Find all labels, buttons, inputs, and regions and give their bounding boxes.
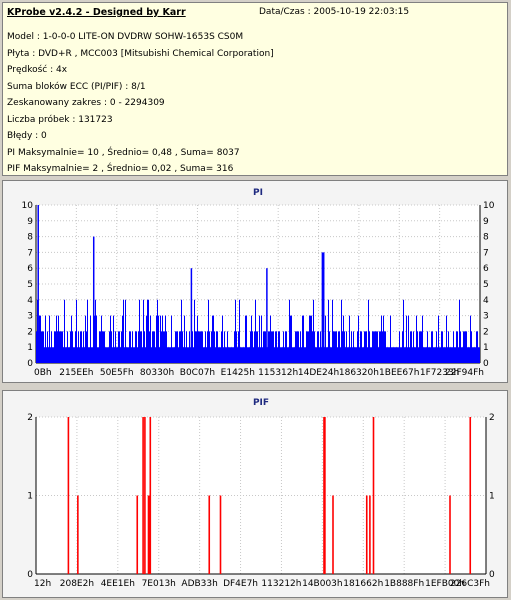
x-tick-label: 1EFB00h [425, 579, 465, 589]
pif-chart-panel: PIF 0 0 1 1 2 2 12h 208E2h 4EE1Eh 7E013h ADB33h DF4E… [2, 390, 508, 598]
x-tick-label: DF4E7h [223, 579, 258, 589]
x-tick-label: 181662h [343, 579, 383, 589]
y-tick-label-left: 7 [27, 248, 33, 258]
x-tick-label: 115312h [258, 368, 298, 378]
y-tick-label-right: 5 [483, 280, 489, 290]
x-tick-label: 50E5Fh [100, 368, 134, 378]
disc-type: Płyta : DVD+R , MCC003 [Mitsubishi Chemi… [7, 48, 274, 59]
pif-series [67, 417, 472, 574]
y-tick-label-right: 6 [483, 264, 489, 274]
scanned-range: Zeskanowany zakres : 0 - 2294309 [7, 98, 165, 108]
x-tick-label: 0Bh [34, 368, 52, 378]
pi-summary: PI Maksymalnie= 10 , Średnio= 0,48 , Sum… [7, 147, 240, 158]
x-tick-label: 226C3Fh [450, 579, 490, 589]
y-tick-label-right: 4 [483, 296, 489, 306]
y-tick-label-right: 2 [489, 413, 495, 423]
y-tick-label-right: 7 [483, 248, 489, 258]
y-tick-label-right: 1 [483, 343, 489, 353]
scan-datetime: Data/Czas : 2005-10-19 22:03:15 [259, 7, 410, 17]
drive-model: Model : 1-0-0-0 LITE-ON DVDRW SOHW-1653S… [7, 32, 244, 42]
pi-chart-panel: PI 0 0 1 1 2 2 3 3 4 4 5 5 6 6 7 7 8 8 9 9 10 10 0Bh 215EEh 50E5F… [2, 180, 508, 383]
y-tick-label-left: 9 [27, 217, 33, 227]
chart-title: PI [253, 188, 263, 198]
x-tick-label: 12h [34, 579, 51, 589]
y-tick-label-left: 10 [22, 201, 34, 211]
x-tick-label: 1BEE67h [379, 368, 419, 378]
y-tick-label-left: 0 [27, 570, 33, 580]
info-header: KProbe v2.4.2 - Designed by Karr Data/Cz… [7, 7, 501, 23]
y-tick-label-right: 2 [483, 327, 489, 337]
y-tick-label-left: 3 [27, 312, 33, 322]
x-tick-label: 14DE24h [298, 368, 339, 378]
y-tick-label-right: 1 [489, 492, 495, 502]
y-tick-label-right: 9 [483, 217, 489, 227]
x-tick-label: 7E013h [142, 579, 176, 589]
y-tick-label-left: 1 [27, 492, 33, 502]
y-tick-label-right: 10 [483, 201, 495, 211]
y-tick-label-left: 2 [27, 413, 33, 423]
chart-title: PIF [253, 398, 269, 408]
x-tick-label: 113212h [261, 579, 301, 589]
pif-summary: PIF Maksymalnie= 2 , Średnio= 0,02 , Sum… [7, 164, 234, 174]
y-tick-label-left: 8 [27, 233, 33, 243]
y-tick-label-left: 2 [27, 327, 33, 337]
x-tick-label: 22F94Fh [445, 368, 484, 378]
y-tick-label-left: 1 [27, 343, 33, 353]
ecc-sum: Suma bloków ECC (PI/PIF) : 8/1 [7, 81, 146, 92]
info-panel: KProbe v2.4.2 - Designed by Karr Data/Cz… [2, 2, 508, 176]
y-tick-label-right: 0 [483, 359, 489, 369]
y-tick-label-right: 0 [489, 570, 495, 580]
x-tick-label: 1F7233h [420, 368, 460, 378]
y-tick-label-left: 4 [27, 296, 33, 306]
pi-chart: PI 0 0 1 1 2 2 3 3 4 4 5 5 6 6 7 7 8 8 9 9 10 10 0Bh 215EEh 50E5F… [22, 188, 495, 378]
app-title: KProbe v2.4.2 - Designed by Karr [7, 7, 186, 18]
error-count: Błędy : 0 [7, 131, 47, 141]
y-tick-label-left: 6 [27, 264, 33, 274]
pi-series [36, 205, 480, 363]
x-tick-label: 4EE1Eh [101, 579, 135, 589]
y-tick-label-right: 8 [483, 233, 489, 243]
x-tick-label: 208E2h [60, 579, 94, 589]
info-lines: Model : 1-0-0-0 LITE-ON DVDRW SOHW-1653S… [7, 29, 274, 178]
x-tick-label: B0C07h [180, 368, 215, 378]
x-tick-label: 14B003h [302, 579, 343, 589]
x-tick-label: E1425h [221, 368, 255, 378]
y-tick-label-left: 0 [27, 359, 33, 369]
y-tick-label-left: 5 [27, 280, 33, 290]
scan-speed: Prędkość : 4x [7, 65, 68, 75]
x-tick-label: 1B888Fh [384, 579, 424, 589]
x-tick-label: ADB33h [181, 579, 217, 589]
pif-chart: PIF 0 0 1 1 2 2 12h 208E2h 4EE1Eh 7E013h ADB33h DF4E… [27, 398, 495, 589]
x-tick-label: 215EEh [59, 368, 93, 378]
x-tick-label: 80330h [140, 368, 174, 378]
y-tick-label-right: 3 [483, 312, 489, 322]
sample-count: Liczba próbek : 131723 [7, 114, 113, 125]
x-tick-label: 186320h [339, 368, 379, 378]
